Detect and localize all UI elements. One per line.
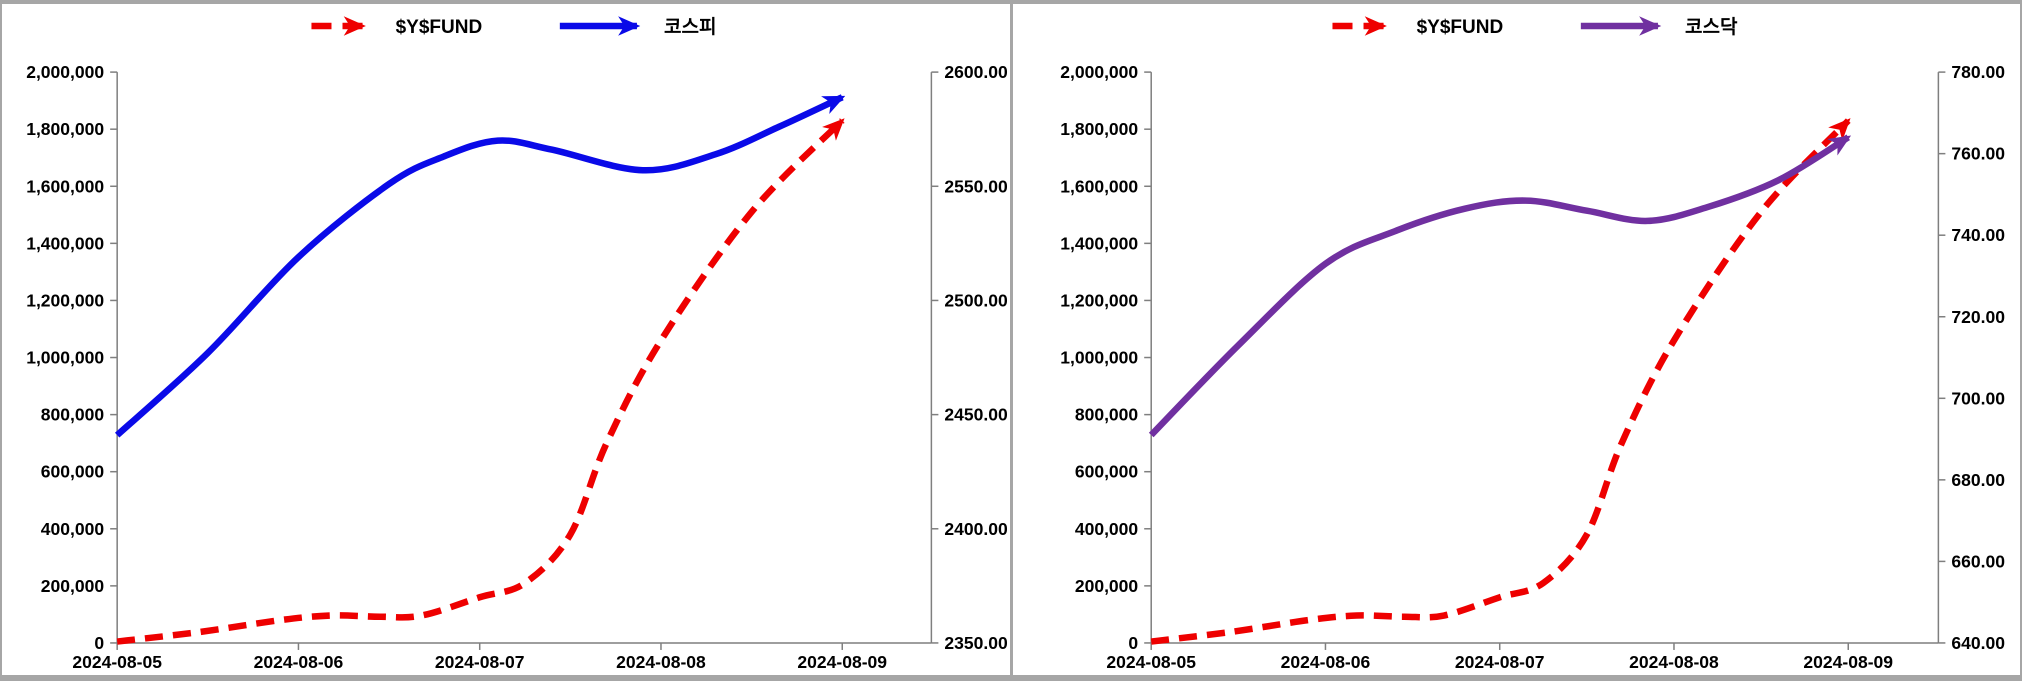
left-axis-tick-label: 200,000	[1074, 576, 1138, 596]
left-axis-tick-label: 1,400,000	[26, 233, 104, 253]
axes: 2,000,000 1,800,000 1,600,000 1,400,000 1,20…	[26, 62, 1008, 672]
right-axis-tick-label: 640.00	[1951, 633, 2005, 653]
series-line-fund	[116, 118, 845, 645]
left-axis-tick-label: 1,800,000	[26, 119, 104, 139]
legend-label-kospi: 코스피	[664, 16, 716, 38]
fund-vs-kospi-chart: 2,000,000 1,800,000 1,600,000 1,400,000 1,20…	[26, 16, 1008, 672]
series-line-kospi	[114, 94, 846, 438]
axes: 2,000,000 1,800,000 1,600,000 1,400,000 1,20…	[1060, 62, 2005, 672]
right-axis-tick-label: 760.00	[1951, 144, 2005, 164]
left-axis-tick-label: 0	[94, 633, 104, 653]
left-axis-tick-label: 1,600,000	[1060, 176, 1138, 196]
left-axis-tick-label: 800,000	[1074, 405, 1138, 425]
fund-vs-kosdaq-chart: 2,000,000 1,800,000 1,600,000 1,400,000 1,20…	[1060, 16, 2005, 672]
series-line-kosdaq	[1148, 134, 1851, 438]
x-axis-tick-label: 2024-08-06	[254, 652, 344, 672]
right-axis-tick-label: 2450.00	[944, 405, 1008, 425]
right-axis-tick-label: 660.00	[1951, 551, 2005, 571]
left-axis-tick-label: 200,000	[41, 576, 105, 596]
x-axis-tick-label: 2024-08-09	[797, 652, 887, 672]
x-axis-tick-label: 2024-08-06	[1280, 652, 1370, 672]
right-axis-tick-label: 2400.00	[944, 519, 1008, 539]
legend-label-kosdaq: 코스닥	[1685, 16, 1738, 38]
x-axis-tick-label: 2024-08-08	[616, 652, 706, 672]
left-axis-tick-label: 400,000	[1074, 519, 1138, 539]
left-axis-tick-label: 1,400,000	[1060, 233, 1138, 253]
left-axis-tick-label: 1,000,000	[1060, 348, 1138, 368]
left-axis-tick-label: 1,200,000	[1060, 290, 1138, 310]
right-axis-tick-label: 2500.00	[944, 290, 1008, 310]
x-axis-tick-label: 2024-08-05	[72, 652, 162, 672]
left-axis-tick-label: 2,000,000	[26, 62, 104, 82]
left-axis-tick-label: 1,800,000	[1060, 119, 1138, 139]
legend-label-fund: $Y$FUND	[396, 17, 483, 38]
chart-panel-kosdaq: 2,000,000 1,800,000 1,600,000 1,400,000 1,20…	[1012, 4, 2020, 675]
left-axis-tick-label: 400,000	[41, 519, 105, 539]
series-line-fund	[1150, 118, 1851, 645]
x-axis-tick-label: 2024-08-07	[435, 652, 525, 672]
x-axis-tick-label: 2024-08-05	[1106, 652, 1196, 672]
left-axis-tick-label: 1,600,000	[26, 176, 104, 196]
left-axis-tick-label: 0	[1128, 633, 1138, 653]
right-axis-tick-label: 680.00	[1951, 470, 2005, 490]
x-axis-tick-label: 2024-08-09	[1803, 652, 1893, 672]
legend: $Y$FUND 코스피	[311, 16, 716, 38]
left-axis-tick-label: 600,000	[1074, 462, 1138, 482]
left-axis-tick-label: 600,000	[41, 462, 105, 482]
panel-divider	[1009, 4, 1013, 675]
x-axis-tick-label: 2024-08-08	[1629, 652, 1719, 672]
legend: $Y$FUND 코스닥	[1331, 16, 1738, 38]
right-axis-tick-label: 2550.00	[944, 176, 1008, 196]
chart-panel-kospi: 2,000,000 1,800,000 1,600,000 1,400,000 1,20…	[2, 4, 1010, 675]
left-axis-tick-label: 800,000	[41, 405, 105, 425]
right-axis-tick-label: 740.00	[1951, 225, 2005, 245]
left-axis-tick-label: 2,000,000	[1060, 62, 1138, 82]
left-axis-tick-label: 1,000,000	[26, 348, 104, 368]
right-axis-tick-label: 2350.00	[944, 633, 1008, 653]
right-axis-tick-label: 700.00	[1951, 388, 2005, 408]
right-axis-tick-label: 780.00	[1951, 62, 2005, 82]
right-axis-tick-label: 2600.00	[944, 62, 1008, 82]
left-axis-tick-label: 1,200,000	[26, 290, 104, 310]
right-axis-tick-label: 720.00	[1951, 307, 2005, 327]
x-axis-tick-label: 2024-08-07	[1454, 652, 1544, 672]
legend-label-fund: $Y$FUND	[1416, 17, 1503, 38]
